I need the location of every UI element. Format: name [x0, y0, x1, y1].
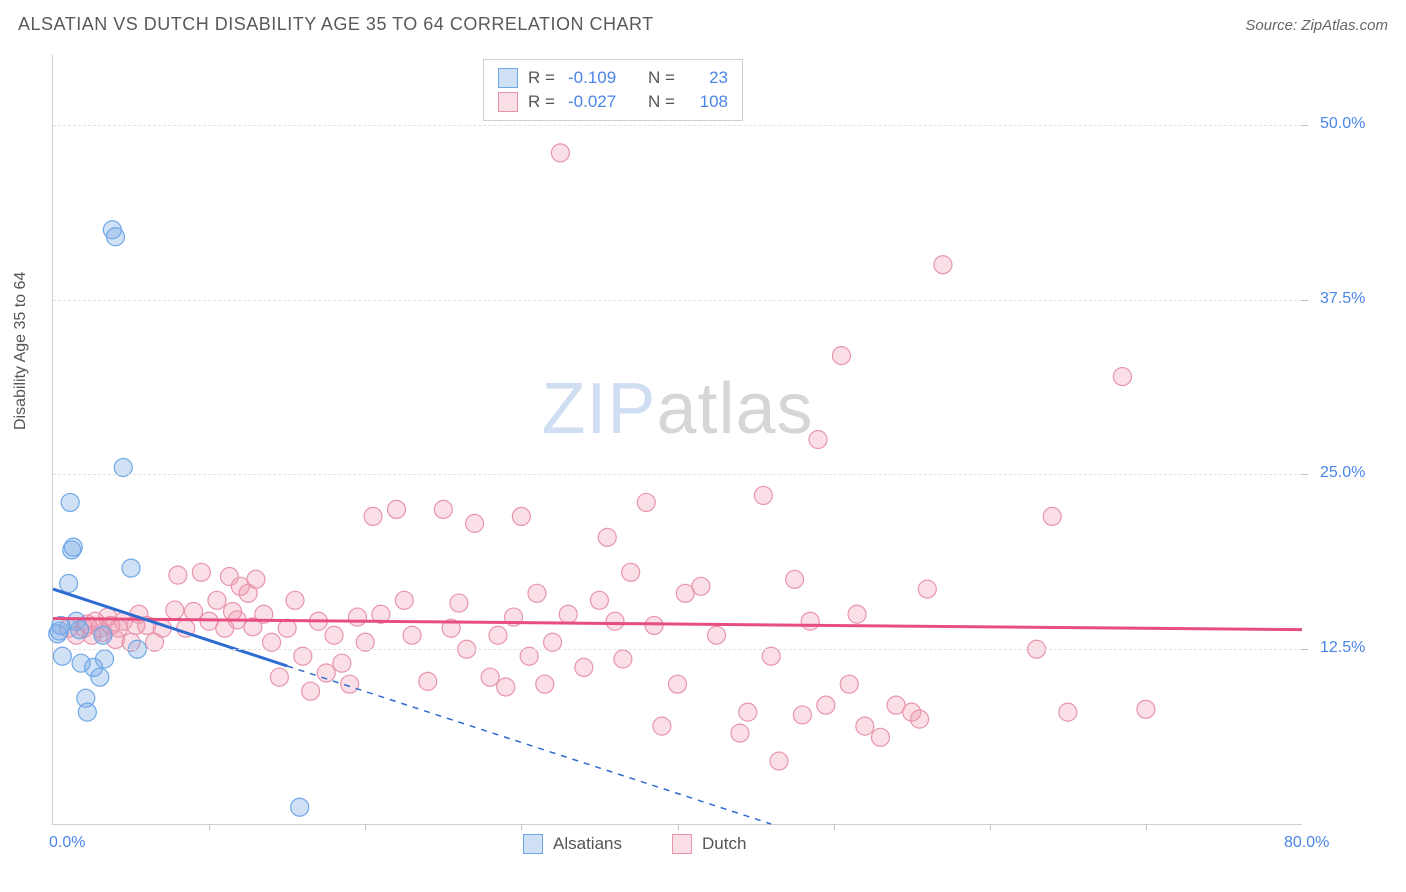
legend-label: Dutch — [702, 834, 746, 854]
y-tick-label: 37.5% — [1320, 290, 1365, 308]
legend-r-value: -0.027 — [568, 90, 638, 114]
legend-item: Dutch — [672, 834, 746, 854]
x-tick — [834, 824, 835, 830]
grid-line — [53, 125, 1302, 126]
x-tick-label-left: 0.0% — [49, 834, 85, 852]
grid-line — [53, 649, 1302, 650]
y-tick-label: 50.0% — [1320, 115, 1365, 133]
y-tick — [1302, 649, 1308, 650]
x-tick-label-right: 80.0% — [1284, 834, 1329, 852]
y-tick — [1302, 125, 1308, 126]
y-tick-label: 25.0% — [1320, 464, 1365, 482]
y-axis-label: Disability Age 35 to 64 — [12, 272, 30, 430]
grid-line — [53, 474, 1302, 475]
x-tick — [521, 824, 522, 830]
legend-n-value: 23 — [688, 66, 728, 90]
legend-item: Alsatians — [523, 834, 622, 854]
y-tick-label: 12.5% — [1320, 639, 1365, 657]
series-legend: Alsatians Dutch — [523, 834, 746, 854]
chart-plot-area: ZIPatlas R =-0.109N =23R =-0.027N =108 A… — [52, 55, 1302, 825]
legend-r-label: R = — [528, 90, 558, 114]
x-tick — [678, 824, 679, 830]
y-tick — [1302, 300, 1308, 301]
legend-swatch — [672, 834, 692, 854]
x-tick — [1146, 824, 1147, 830]
chart-title: ALSATIAN VS DUTCH DISABILITY AGE 35 TO 6… — [18, 14, 654, 35]
chart-svg — [53, 55, 1302, 824]
x-tick — [365, 824, 366, 830]
legend-n-value: 108 — [688, 90, 728, 114]
stats-legend-row: R = -0.109 N = 23 — [498, 66, 728, 90]
legend-r-label: R = — [528, 66, 558, 90]
legend-label: Alsatians — [553, 834, 622, 854]
y-tick — [1302, 474, 1308, 475]
grid-line — [53, 300, 1302, 301]
legend-swatch — [523, 834, 543, 854]
legend-swatch — [498, 68, 518, 88]
legend-r-value: -0.109 — [568, 66, 638, 90]
x-tick — [209, 824, 210, 830]
stats-legend: R = -0.109 N = 23 R = -0.027 N = 108 — [483, 59, 743, 121]
legend-n-label: N = — [648, 90, 678, 114]
x-tick — [990, 824, 991, 830]
legend-n-label: N = — [648, 66, 678, 90]
legend-swatch — [498, 92, 518, 112]
stats-legend-row: R = -0.027 N = 108 — [498, 90, 728, 114]
source-label: Source: ZipAtlas.com — [1245, 17, 1388, 34]
